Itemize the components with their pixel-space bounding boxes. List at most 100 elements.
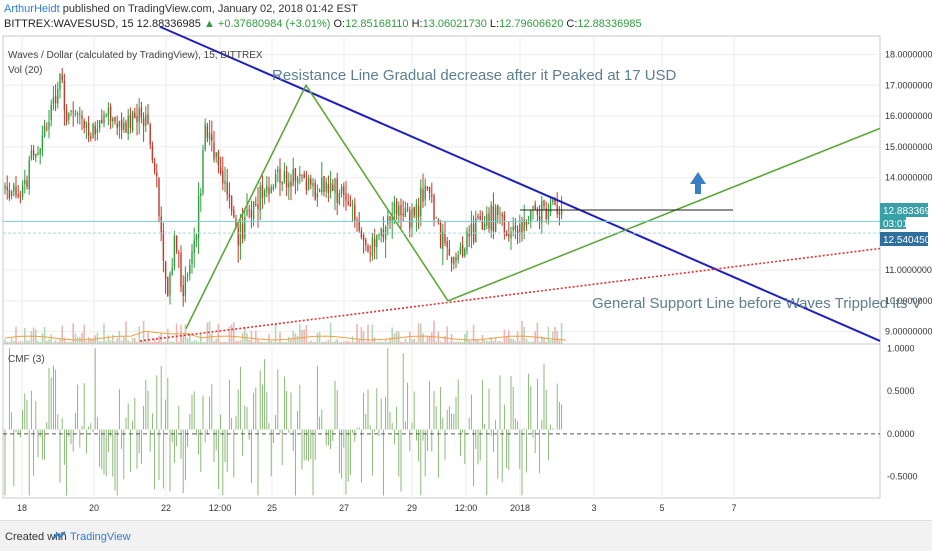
volume-bar [239, 340, 242, 344]
up-arrow-icon [690, 172, 706, 194]
level-tag-box [880, 232, 928, 246]
volume-bar [274, 323, 277, 344]
uptrend-line [447, 127, 881, 302]
candle-body [228, 194, 231, 198]
candle-body [288, 182, 290, 188]
candle-body [41, 135, 44, 151]
candle-body [171, 267, 173, 275]
candle-body [424, 185, 426, 200]
chart-canvas[interactable]: 18.00000000 17.00000000 16.00000000 15.0000… [0, 0, 932, 515]
volume-bar [28, 340, 30, 344]
volume-bar [376, 341, 378, 344]
candle-body [4, 185, 6, 189]
tradingview-brand-link[interactable]: TradingView [70, 531, 131, 543]
candle-body [327, 184, 330, 193]
candle-body [314, 182, 316, 200]
volume-bar [523, 326, 525, 344]
candle-body [523, 219, 525, 231]
volume-bar [512, 338, 514, 344]
volume-bars [4, 320, 567, 344]
volume-bar [191, 341, 193, 344]
level-tag: 12.54045008 [883, 235, 932, 246]
candle-body [68, 113, 70, 120]
volume-bar [433, 320, 435, 344]
low-label: L: [489, 18, 500, 30]
candle-body [134, 112, 136, 119]
volume-ma-line [4, 330, 567, 341]
volume-bar [543, 337, 545, 344]
candle-body [373, 239, 376, 247]
candle-body [158, 178, 160, 217]
cmf-tick-label: -0.5000 [887, 472, 918, 482]
volume-bar [81, 332, 83, 344]
volume-bar [228, 326, 231, 344]
candle-body [57, 88, 59, 104]
candle-body [417, 205, 420, 217]
volume-bar [112, 334, 114, 344]
candle-body [332, 184, 334, 191]
volume-bar [299, 324, 301, 344]
candle-body [103, 114, 105, 124]
candle-body [237, 227, 239, 246]
candle-body [101, 119, 103, 124]
candle-body [501, 214, 503, 217]
volume-bar [343, 341, 345, 344]
candle-body [123, 122, 125, 130]
volume-bar [120, 340, 123, 344]
candle-body [114, 117, 116, 122]
support-annotation[interactable]: General Support Line before Waves Trippl… [592, 295, 922, 312]
volume-bar [217, 323, 220, 344]
volume-bar [384, 339, 387, 344]
candle-body [233, 209, 235, 218]
candle-body [147, 114, 149, 125]
candle-body [90, 136, 92, 139]
candle-body [466, 231, 468, 251]
volume-bar [171, 341, 173, 344]
open-label: O: [333, 18, 346, 30]
high-value: 13.06021730 [422, 18, 487, 30]
volume-bar [206, 322, 209, 344]
candle-body [323, 176, 325, 193]
candle-body [367, 245, 369, 252]
volume-bar [101, 341, 103, 344]
candle-body [455, 257, 457, 261]
candle-body [305, 179, 308, 191]
candle-body [26, 180, 28, 187]
candle-body [532, 206, 534, 209]
candle-body [545, 208, 547, 219]
volume-bar [290, 338, 292, 344]
volume-bar [136, 341, 138, 344]
candle-body [514, 225, 517, 229]
author-link[interactable]: ArthurHeidt [4, 3, 60, 15]
candle-body [299, 174, 301, 176]
volume-bar [279, 332, 281, 344]
volume-bar [329, 322, 332, 344]
candle-body [125, 122, 127, 133]
volume-bar [43, 326, 46, 344]
candle-body [470, 223, 473, 236]
candle-body [193, 239, 195, 254]
volume-bar [268, 334, 270, 344]
candle-body [222, 170, 224, 184]
volume-bar [466, 330, 468, 344]
volume-bar [519, 340, 521, 344]
volume-bar [72, 323, 74, 344]
candle-body [461, 245, 464, 257]
volume-bar [259, 341, 261, 344]
volume-bar [8, 341, 11, 344]
candle-body [94, 125, 96, 135]
volume-bar [48, 339, 50, 344]
candle-body [184, 276, 187, 296]
candle-body [351, 203, 354, 205]
candle-body [191, 251, 193, 264]
volume-bar [347, 341, 349, 344]
volume-bar [406, 341, 409, 344]
candle-body [224, 180, 226, 184]
volume-bar [237, 340, 239, 344]
volume-bar [296, 335, 299, 344]
volume-bar [257, 339, 259, 344]
volume-bar [149, 341, 151, 344]
resistance-annotation[interactable]: Resistance Line Gradual decrease after i… [272, 67, 677, 84]
candle-body [510, 231, 512, 239]
candle-body [15, 186, 17, 196]
